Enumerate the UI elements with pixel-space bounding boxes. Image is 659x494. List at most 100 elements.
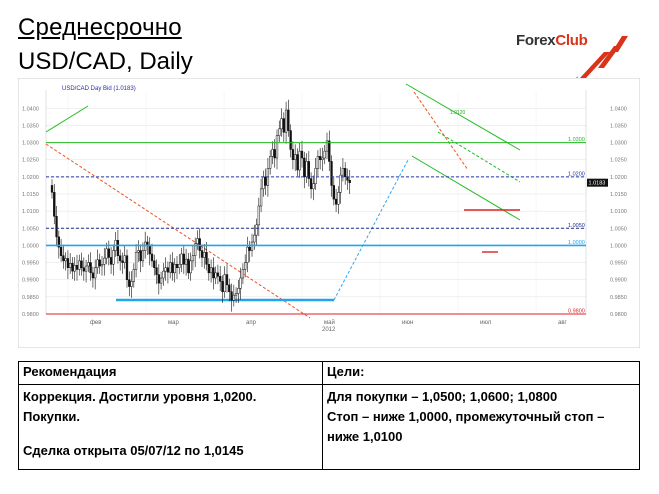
y-tick-label-right: 1.0400: [610, 106, 627, 112]
x-tick-label: мар: [168, 320, 179, 326]
y-tick-label-left: 0.9900: [22, 278, 39, 284]
x-tick-label: апр: [246, 320, 257, 326]
channel-annotation: 1.0120: [450, 110, 466, 116]
candle-body: [237, 288, 240, 294]
candle-body: [80, 260, 83, 268]
level-label: 1.0300: [568, 137, 585, 143]
candle-body: [141, 250, 145, 262]
candle-body: [100, 264, 104, 267]
y-tick-label-right: 1.0150: [610, 192, 627, 198]
candle-body: [225, 274, 229, 286]
candle-body: [316, 156, 320, 169]
y-tick-label-right: 1.0200: [610, 175, 627, 181]
candle-body: [164, 267, 167, 272]
candle-body: [55, 216, 58, 238]
candle-body: [344, 168, 347, 178]
candle-body: [230, 291, 233, 301]
correction-line: [413, 91, 469, 171]
candle-body: [278, 128, 281, 136]
candle-body: [191, 255, 195, 262]
candle-body: [187, 258, 190, 274]
candle-body: [271, 149, 274, 157]
last-price-label: 1.0183: [589, 181, 606, 187]
candle-body: [307, 161, 310, 179]
candle-body: [184, 258, 188, 265]
candle-body: [121, 260, 124, 263]
page-title: Среднесрочно: [18, 14, 182, 41]
y-tick-label-right: 1.0000: [610, 243, 627, 249]
table-header-row: Рекомендация Цели:: [18, 361, 640, 385]
candle-body: [205, 252, 208, 265]
candle-body: [321, 157, 324, 160]
header-targets: Цели:: [322, 361, 640, 385]
candle-body: [348, 180, 351, 183]
candle-body: [214, 272, 217, 279]
candle-body: [334, 198, 338, 205]
candle-body: [62, 255, 65, 262]
candle-body: [203, 252, 206, 258]
candle-body: [280, 118, 283, 130]
x-tick-label: июл: [480, 320, 492, 326]
candle-body: [303, 157, 306, 178]
candle-body: [257, 205, 260, 226]
candle-body: [241, 269, 245, 279]
candle-body: [234, 293, 238, 296]
targets-line-3: ниже 1,0100: [327, 429, 403, 444]
y-tick-label-right: 0.9850: [610, 295, 627, 301]
candle-body: [153, 260, 156, 268]
y-tick-label-left: 1.0200: [22, 175, 39, 181]
candle-body: [84, 265, 88, 272]
y-tick-label-right: 1.0250: [610, 158, 627, 164]
candle-body: [262, 176, 265, 190]
candle-body: [53, 192, 56, 217]
y-tick-label-right: 1.0050: [610, 226, 627, 232]
level-label: 1.0200: [568, 171, 585, 177]
candle-body: [89, 262, 92, 274]
y-tick-label-right: 0.9950: [610, 261, 627, 267]
candle-body: [221, 281, 224, 292]
last-price-badge: [587, 178, 608, 187]
candle-body: [298, 150, 301, 171]
y-tick-label-right: 1.0300: [610, 141, 627, 147]
candle-body: [305, 161, 308, 178]
candle-body: [194, 243, 197, 256]
chart-svg: 1.0120 1.0300 1.0200 1.0050 1.0000 0.9800 1.0…: [17, 77, 641, 349]
candle-body: [282, 118, 285, 133]
y-tick-label-right: 0.9800: [610, 312, 627, 318]
candle-body: [232, 294, 235, 301]
trend-lines: 1.0120: [45, 83, 521, 319]
candle-body: [87, 262, 90, 267]
y-tick-label-left: 1.0250: [22, 158, 39, 164]
candle-body: [228, 284, 231, 292]
candle-body: [182, 253, 185, 265]
candle-body: [169, 262, 172, 273]
recommendation-cell: Коррекция. Достигли уровня 1,0200. Покуп…: [18, 384, 323, 470]
candle-body: [57, 236, 60, 248]
candle-body: [189, 260, 192, 274]
downtrend-channel-line: [45, 143, 311, 319]
candle-body: [94, 267, 97, 279]
candle-body: [91, 272, 95, 279]
candle-body: [246, 246, 249, 263]
targets-line-2: Стоп – ниже 1,0000, промежуточный стоп –: [327, 409, 605, 424]
candle-body: [216, 272, 220, 277]
y-tick-label-right: 0.9900: [610, 278, 627, 284]
candle-body: [148, 245, 151, 255]
candle-body: [178, 264, 181, 268]
x-tick-label: июн: [402, 320, 413, 326]
logo-text-part1: Forex: [516, 32, 556, 49]
candle-body: [73, 265, 76, 272]
candle-body: [78, 260, 81, 270]
x-axis: фев мар апр май июн июл авг 2012: [90, 319, 568, 333]
candle-body: [312, 183, 315, 190]
candle-body: [244, 262, 247, 270]
header-recommendation: Рекомендация: [18, 361, 323, 385]
candle-body: [314, 168, 317, 184]
y-axis: 1.0400 1.0400 1.0350 1.0350 1.0300 1.0300 1.02…: [22, 106, 627, 318]
candle-body: [296, 154, 299, 171]
candle-body: [346, 176, 349, 181]
candle-body: [209, 267, 213, 274]
candle-body: [123, 255, 126, 263]
instrument-subtitle: USD/CAD, Daily: [18, 48, 193, 75]
candle-body: [128, 279, 131, 287]
